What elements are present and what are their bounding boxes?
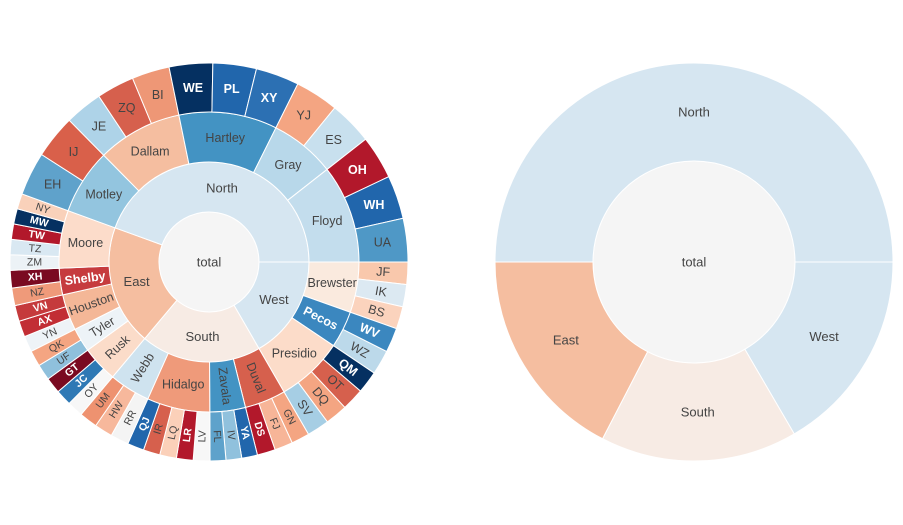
left-county-label-motley: Motley [85, 187, 123, 201]
left-leaf-label-yj: YJ [296, 108, 311, 122]
left-county-label-moore: Moore [68, 236, 103, 250]
left-region-label-north: North [206, 181, 238, 196]
right-region-label-north: North [678, 105, 710, 120]
left-county-label-hartley: Hartley [205, 131, 245, 145]
left-leaf-label-zm: ZM [27, 256, 42, 268]
left-leaf-label-nz: NZ [29, 285, 45, 299]
left-leaf-label-ds: DS [251, 420, 267, 437]
left-leaf-label-ny: NY [34, 201, 52, 217]
left-leaf-label-fl: FL [211, 430, 224, 443]
left-county-label-dallam: Dallam [131, 145, 170, 159]
left-county-label-zavala: Zavala [215, 367, 234, 406]
left-leaf-label-yn: YN [41, 325, 59, 342]
left-leaf-label-tw: TW [28, 228, 46, 242]
left-region-label-west: West [259, 292, 289, 307]
left-root-label: total [197, 255, 222, 270]
left-region-label-south: South [185, 329, 219, 344]
left-leaf-label-ax: AX [36, 313, 54, 329]
left-leaf-label-qj: QJ [136, 415, 152, 433]
left-leaf-label-lr: LR [181, 427, 195, 443]
left-leaf-label-wh: WH [364, 198, 385, 212]
left-leaf-label-pl: PL [224, 82, 240, 96]
left-leaf-label-zq: ZQ [118, 101, 136, 115]
left-county-label-shelby: Shelby [64, 269, 107, 288]
left-leaf-label-es: ES [325, 133, 342, 147]
right-region-west[interactable] [744, 261, 894, 435]
left-county-label-hidalgo: Hidalgo [162, 377, 204, 391]
left-leaf-label-vn: VN [32, 299, 49, 314]
left-leaf-label-bs: BS [367, 302, 387, 320]
left-leaf-label-oh: OH [348, 163, 367, 177]
left-county-label-floyd: Floyd [312, 214, 343, 228]
right-region-label-south: South [681, 404, 715, 419]
left-county-label-presidio: Presidio [272, 346, 317, 360]
left-leaf-label-we: WE [183, 81, 203, 95]
left-region-label-east: East [124, 274, 150, 289]
left-leaf-label-lq: LQ [166, 425, 181, 441]
left-leaf-label-lv: LV [196, 430, 208, 443]
right-region-label-west: West [809, 329, 839, 344]
right-region-north[interactable] [494, 62, 894, 263]
right-region-label-east: East [553, 332, 579, 347]
left-county-label-gray: Gray [274, 158, 302, 172]
right-root-label: total [682, 255, 707, 270]
right-region-east[interactable] [494, 261, 649, 440]
left-leaf-label-iv: IV [224, 429, 237, 440]
left-county-label-brewster: Brewster [308, 276, 357, 290]
left-leaf-ua[interactable] [354, 217, 409, 263]
left-leaf-label-eh: EH [44, 178, 61, 192]
right-sunburst-chart: total West South East North [494, 62, 894, 462]
left-leaf-label-tz: TZ [28, 242, 42, 255]
left-leaf-label-xy: XY [261, 91, 278, 105]
right-region-south[interactable] [601, 348, 795, 462]
left-leaf-label-jf: JF [376, 265, 391, 280]
left-leaf-label-mw: MW [29, 214, 50, 230]
left-leaf-label-ir: IR [151, 422, 166, 436]
left-leaf-label-fj: FJ [267, 416, 283, 431]
left-leaf-label-bi: BI [152, 88, 164, 102]
left-leaf-label-xh: XH [27, 270, 43, 283]
left-leaf-label-ij: IJ [69, 145, 79, 159]
left-leaf-label-ya: YA [237, 425, 252, 441]
left-leaf-label-ik: IK [374, 284, 389, 300]
left-leaf-label-ua: UA [374, 236, 392, 250]
left-leaf-label-je: JE [92, 120, 107, 134]
